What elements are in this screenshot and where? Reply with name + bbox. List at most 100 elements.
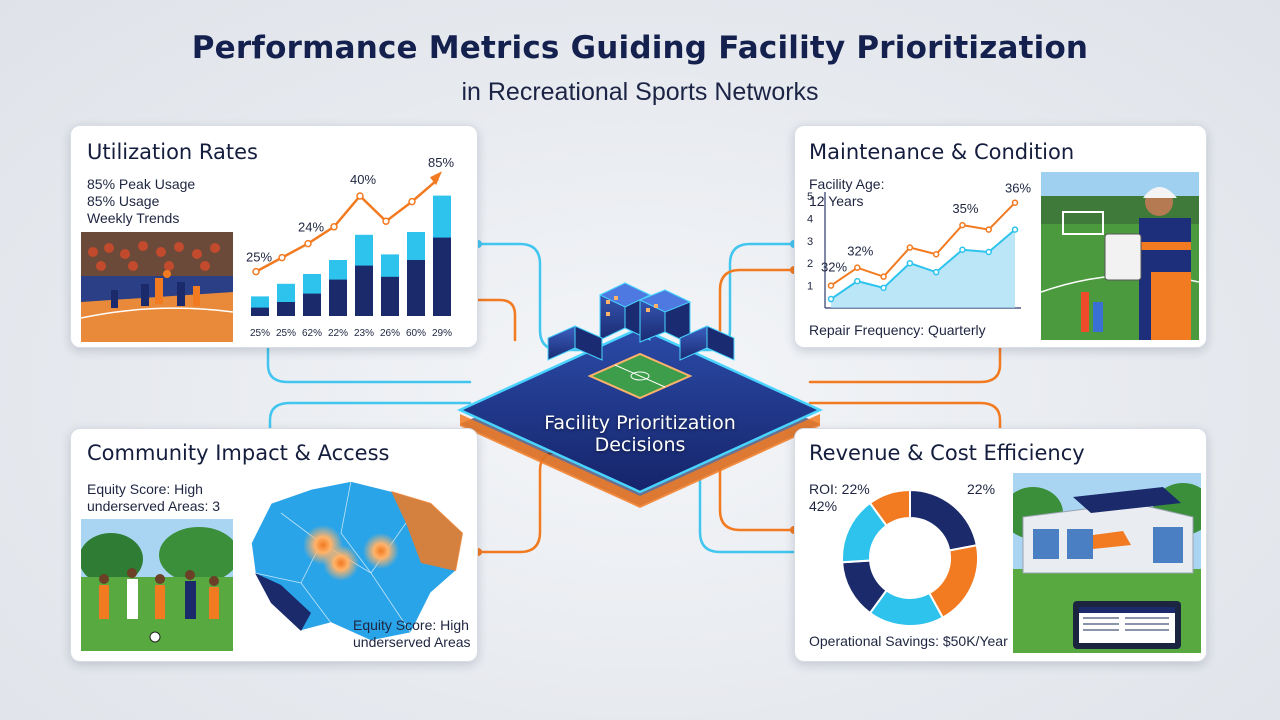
utilization-data-label-3: 85% xyxy=(428,156,454,170)
utilization-trend-point-2 xyxy=(304,239,312,248)
connector-right-5 xyxy=(718,468,796,532)
maintenance-point-orange-4 xyxy=(932,250,940,258)
connector-left-4 xyxy=(476,450,602,554)
maintenance-point-orange-5 xyxy=(959,221,966,229)
maintenance-ytick-3: 3 xyxy=(807,236,813,248)
map-equity-score: Equity Score: High xyxy=(353,617,469,633)
maintenance-point-cyan-2 xyxy=(880,284,887,292)
maintenance-point-orange-0 xyxy=(827,282,835,289)
utilization-line-3: Weekly Trends xyxy=(87,210,180,226)
maintenance-point-cyan-6 xyxy=(985,248,992,256)
maintenance-point-orange-7 xyxy=(1011,199,1019,206)
connector-left-1 xyxy=(476,242,602,352)
revenue-heading: Revenue & Cost Efficiency xyxy=(809,441,1085,465)
maintenance-point-orange-6 xyxy=(985,226,992,233)
connector-right-6 xyxy=(698,478,796,554)
utilization-tick-6: 60% xyxy=(406,328,426,339)
hub-label: Facility Prioritization Decisions xyxy=(544,412,736,456)
facility-building-photo xyxy=(1013,473,1201,653)
revenue-card: Revenue & Cost Efficiency ROI: 22% 42% 2… xyxy=(794,428,1207,662)
facility-age-value: 12 Years xyxy=(809,193,864,209)
connector-left-2 xyxy=(266,346,472,384)
utilization-data-label-2: 40% xyxy=(350,172,376,187)
utilization-tick-2: 62% xyxy=(302,328,322,339)
donut-slice-5 xyxy=(868,488,911,528)
connector-right-4 xyxy=(808,401,1002,430)
utilization-bar-dark-6 xyxy=(407,260,425,316)
donut-right-label: 22% xyxy=(967,481,996,497)
utilization-bar-dark-2 xyxy=(303,293,321,316)
utilization-data-label-1: 24% xyxy=(298,220,324,235)
maintenance-ytick-5: 5 xyxy=(807,191,813,203)
utilization-bar-dark-4 xyxy=(355,265,373,316)
repair-frequency: Repair Frequency: Quarterly xyxy=(809,322,986,338)
utilization-bar-dark-3 xyxy=(329,279,347,316)
connector-right-1 xyxy=(678,242,796,352)
revenue-donut-chart xyxy=(841,488,979,627)
maintenance-point-cyan-5 xyxy=(959,246,966,254)
maintenance-heading: Maintenance & Condition xyxy=(809,140,1075,164)
page-subtitle: in Recreational Sports Networks xyxy=(461,78,819,106)
community-details: Equity Score: High underserved Areas: 3 xyxy=(87,481,220,515)
maintenance-line-orange xyxy=(830,202,1016,287)
utilization-card: Utilization Rates 85% Peak Usage 85% Usa… xyxy=(70,125,478,348)
maintenance-point-orange-2 xyxy=(880,273,887,280)
maintenance-point-cyan-7 xyxy=(1011,226,1019,233)
roi-details: ROI: 22% 42% xyxy=(809,481,870,515)
utilization-tick-1: 25% xyxy=(276,328,296,339)
connector-left-3 xyxy=(268,401,472,430)
maintenance-point-cyan-1 xyxy=(854,277,861,285)
utilization-trend-point-0 xyxy=(252,267,260,276)
map-underserved-areas: underserved Areas xyxy=(353,634,471,650)
utilization-trend-point-3 xyxy=(330,223,338,231)
maintenance-card: Maintenance & Condition Facility Age: 12… xyxy=(794,125,1207,348)
maintenance-ytick-2: 2 xyxy=(807,258,813,270)
equity-score: Equity Score: High xyxy=(87,481,203,497)
facility-age-label: Facility Age: xyxy=(809,176,885,192)
maintenance-point-cyan-3 xyxy=(906,259,914,267)
maintenance-chart: 5 4 3 2 1 32%32% 35% 36% xyxy=(807,181,1031,309)
utilization-tick-4: 23% xyxy=(354,328,374,339)
utilization-trend-point-6 xyxy=(408,197,416,206)
maintenance-data-label-2: 35% xyxy=(952,201,978,216)
utilization-trend-point-5 xyxy=(382,217,390,225)
utilization-heading: Utilization Rates xyxy=(87,140,258,164)
utilization-bar-dark-0 xyxy=(251,307,269,316)
facility-age: Facility Age: 12 Years xyxy=(809,176,884,210)
utilization-bar-dark-1 xyxy=(277,302,295,316)
roi-share: 42% xyxy=(809,498,838,514)
connector-right-2 xyxy=(718,268,796,342)
underserved-areas: underserved Areas: 3 xyxy=(87,498,221,514)
maintenance-point-orange-3 xyxy=(906,244,914,251)
utilization-line-1: 85% Peak Usage xyxy=(87,176,196,192)
youth-soccer-photo xyxy=(81,519,233,651)
utilization-details: 85% Peak Usage 85% Usage Weekly Trends xyxy=(87,176,195,227)
basketball-photo xyxy=(81,232,233,342)
maintenance-ytick-4: 4 xyxy=(807,213,813,225)
maintenance-area xyxy=(831,229,1015,308)
maintenance-data-label-1: 32% xyxy=(847,244,873,259)
utilization-trend-line xyxy=(255,178,439,273)
maintenance-point-cyan-4 xyxy=(932,268,940,276)
field-worker-photo xyxy=(1041,172,1199,340)
connector-left-5 xyxy=(476,298,517,342)
utilization-tick-3: 22% xyxy=(328,328,348,339)
utilization-tick-0: 25% xyxy=(250,328,270,339)
operational-savings: Operational Savings: $50K/Year xyxy=(809,633,1008,649)
utilization-tick-7: 29% xyxy=(432,328,452,339)
utilization-line-2: 85% Usage xyxy=(87,193,160,209)
community-heading: Community Impact & Access xyxy=(87,441,390,465)
utilization-bar-dark-5 xyxy=(381,276,399,316)
page-title: Performance Metrics Guiding Facility Pri… xyxy=(191,30,1089,66)
roi-value: ROI: 22% xyxy=(809,481,870,497)
community-card: Community Impact & Access Equity Score: … xyxy=(70,428,478,662)
equity-heat-map xyxy=(250,480,464,642)
utilization-bar-dark-7 xyxy=(433,237,451,316)
maintenance-point-orange-1 xyxy=(854,264,861,271)
maintenance-point-cyan-0 xyxy=(827,295,835,303)
map-label: Equity Score: High underserved Areas xyxy=(353,617,471,651)
maintenance-line-cyan xyxy=(830,228,1016,300)
utilization-data-label-0: 25% xyxy=(246,250,272,265)
utilization-trend-point-1 xyxy=(278,253,286,262)
maintenance-data-label-0: 32% xyxy=(821,260,847,275)
